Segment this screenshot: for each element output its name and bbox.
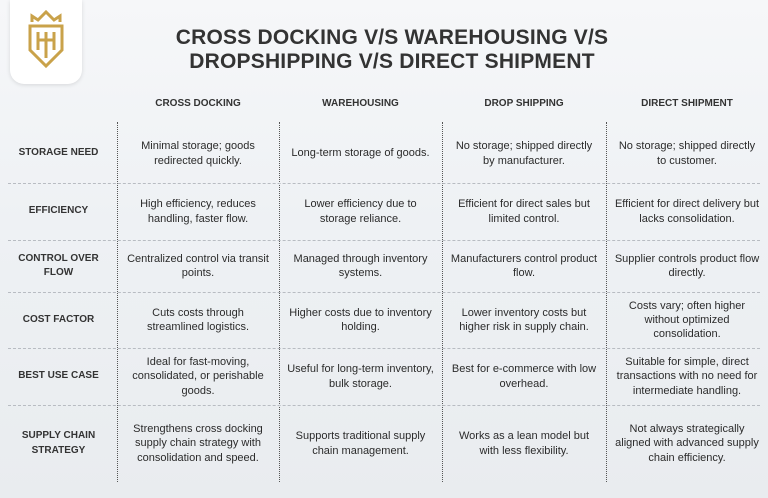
- table-cell: Efficient for direct delivery but lacks …: [614, 198, 760, 225]
- logo: [10, 0, 82, 84]
- table-cell: Centralized control via transit points.: [127, 252, 269, 279]
- row-label: SUPPLY CHAIN STRATEGY: [21, 430, 96, 456]
- table-cell: Managed through inventory systems.: [293, 252, 428, 279]
- title-line: CROSS DOCKING V/S WAREHOUSING V/S: [175, 26, 609, 49]
- table-cell: Ideal for fast-moving, consolidated, or …: [132, 356, 264, 397]
- row-label: COST FACTOR: [22, 313, 95, 325]
- table-cell: Supplier controls product flow directly.: [614, 252, 760, 279]
- column-divider: [606, 122, 607, 482]
- table-cell: No storage; shipped directly by manufact…: [455, 140, 593, 167]
- column-header: CROSS DOCKING: [155, 98, 241, 109]
- column-header: WAREHOUSING: [322, 98, 399, 109]
- column-header: DIRECT SHIPMENT: [641, 98, 733, 109]
- row-divider: [8, 240, 760, 241]
- row-label: EFFICIENCY: [28, 205, 89, 217]
- table-cell: Lower efficiency due to storage reliance…: [304, 198, 417, 225]
- row-divider: [8, 405, 760, 406]
- table-cell: No storage; shipped directly to customer…: [618, 140, 756, 167]
- column-header: DROP SHIPPING: [484, 98, 564, 109]
- table-cell: Cuts costs through streamlined logistics…: [146, 306, 250, 333]
- row-divider: [8, 292, 760, 293]
- table-cell: Useful for long-term inventory, bulk sto…: [287, 363, 434, 390]
- table-cell: Not always strategically aligned with ad…: [615, 423, 759, 464]
- row-divider: [8, 183, 760, 184]
- row-divider: [8, 348, 760, 349]
- column-divider: [117, 122, 118, 482]
- table-cell: Best for e-commerce with low overhead.: [451, 363, 597, 390]
- table-cell: Suitable for simple, direct transactions…: [616, 356, 758, 397]
- row-label: BEST USE CASE: [18, 370, 99, 382]
- table-cell: Costs vary; often higher without optimiz…: [628, 299, 746, 341]
- table-cell: Lower inventory costs but higher risk in…: [459, 306, 589, 333]
- column-divider: [442, 122, 443, 482]
- logo-mark: [28, 9, 64, 69]
- row-label: STORAGE NEED: [18, 147, 99, 159]
- table-cell: Minimal storage; goods redirected quickl…: [141, 140, 255, 167]
- table-cell: High efficiency, reduces handling, faste…: [140, 198, 256, 225]
- table-cell: Higher costs due to inventory holding.: [289, 306, 432, 333]
- table-cell: Supports traditional supply chain manage…: [295, 430, 426, 457]
- column-divider: [279, 122, 280, 482]
- title-line: DROPSHIPPING V/S DIRECT SHIPMENT: [189, 50, 595, 73]
- table-cell: Works as a lean model but with less flex…: [458, 430, 590, 457]
- table-cell: Manufacturers control product flow.: [450, 252, 598, 279]
- table-cell: Strengthens cross docking supply chain s…: [133, 423, 263, 464]
- table-cell: Long-term storage of goods.: [291, 147, 430, 160]
- row-label: CONTROL OVER FLOW: [18, 252, 99, 279]
- table-cell: Efficient for direct sales but limited c…: [458, 198, 590, 225]
